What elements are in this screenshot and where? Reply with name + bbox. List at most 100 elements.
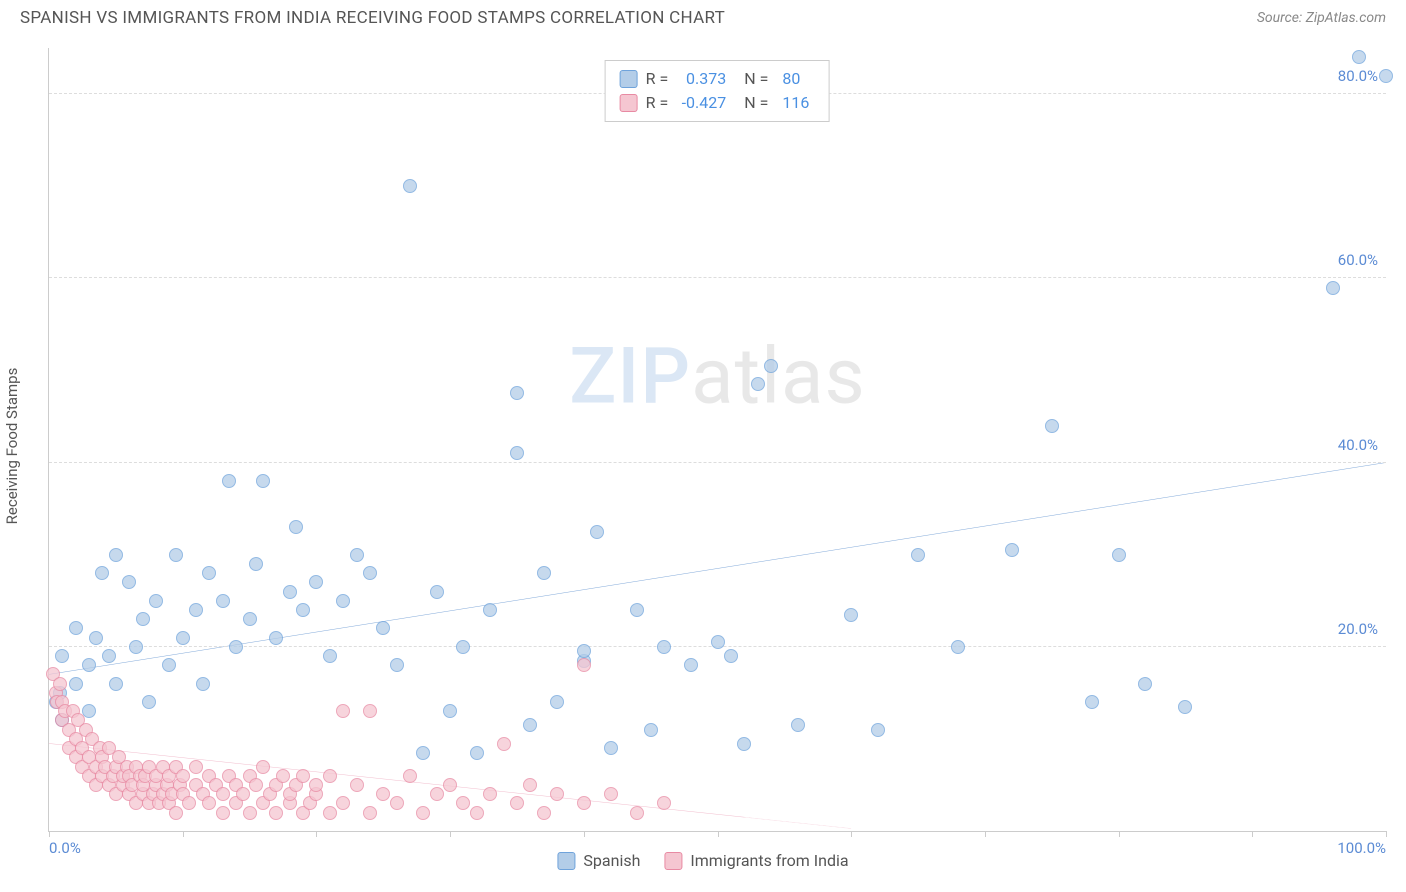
x-tick xyxy=(1119,831,1120,837)
y-axis-label: Receiving Food Stamps xyxy=(3,368,21,525)
data-point xyxy=(537,806,551,820)
legend-n-label: N = xyxy=(744,91,768,115)
data-point xyxy=(657,640,671,654)
plot-area: ZIPatlas 20.0%40.0%60.0%80.0%0.0%100.0% xyxy=(48,48,1386,832)
data-point xyxy=(523,778,537,792)
watermark: ZIPatlas xyxy=(569,331,866,422)
data-point xyxy=(430,585,444,599)
data-point xyxy=(590,525,604,539)
legend-swatch xyxy=(557,852,575,870)
data-point xyxy=(871,723,885,737)
legend-r-value: -0.427 xyxy=(676,91,726,115)
data-point xyxy=(69,677,83,691)
data-point xyxy=(249,778,263,792)
correlation-legend: R =0.373N =80R = -0.427 N = 116 xyxy=(605,60,830,122)
legend-swatch xyxy=(664,852,682,870)
data-point xyxy=(269,631,283,645)
data-point xyxy=(510,796,524,810)
data-point xyxy=(363,566,377,580)
data-point xyxy=(390,796,404,810)
data-point xyxy=(644,723,658,737)
data-point xyxy=(911,548,925,562)
data-point xyxy=(764,359,778,373)
data-point xyxy=(470,806,484,820)
data-point xyxy=(510,446,524,460)
data-point xyxy=(604,741,618,755)
series-legend-label: Immigrants from India xyxy=(690,851,848,870)
data-point xyxy=(276,769,290,783)
data-point xyxy=(283,585,297,599)
data-point xyxy=(376,787,390,801)
data-point xyxy=(222,474,236,488)
x-tick-label-end: 100.0% xyxy=(1337,839,1386,857)
data-point xyxy=(497,737,511,751)
legend-swatch xyxy=(620,70,638,88)
data-point xyxy=(53,677,67,691)
legend-r-label: R = xyxy=(646,91,669,115)
data-point xyxy=(176,631,190,645)
x-tick xyxy=(718,831,719,837)
data-point xyxy=(844,608,858,622)
data-point xyxy=(109,677,123,691)
data-point xyxy=(189,760,203,774)
data-point xyxy=(229,640,243,654)
data-point xyxy=(249,557,263,571)
x-tick xyxy=(49,831,50,837)
data-point xyxy=(243,806,257,820)
x-tick xyxy=(316,831,317,837)
x-tick xyxy=(1252,831,1253,837)
gridline xyxy=(49,277,1386,278)
y-tick-label: 40.0% xyxy=(1338,436,1378,454)
data-point xyxy=(1178,700,1192,714)
data-point xyxy=(256,474,270,488)
data-point xyxy=(350,778,364,792)
y-tick-label: 20.0% xyxy=(1338,620,1378,638)
data-point xyxy=(403,179,417,193)
data-point xyxy=(336,704,350,718)
data-point xyxy=(289,520,303,534)
watermark-zip: ZIP xyxy=(569,331,691,422)
data-point xyxy=(791,718,805,732)
data-point xyxy=(737,737,751,751)
data-point xyxy=(724,649,738,663)
data-point xyxy=(69,621,83,635)
data-point xyxy=(1138,677,1152,691)
legend-n-value: 116 xyxy=(782,91,814,115)
x-tick xyxy=(985,831,986,837)
y-tick-label: 80.0% xyxy=(1338,67,1378,85)
data-point xyxy=(162,658,176,672)
data-point xyxy=(202,796,216,810)
data-point xyxy=(129,640,143,654)
x-tick xyxy=(183,831,184,837)
data-point xyxy=(430,787,444,801)
x-tick xyxy=(450,831,451,837)
data-point xyxy=(243,612,257,626)
data-point xyxy=(309,575,323,589)
data-point xyxy=(323,769,337,783)
data-point xyxy=(95,566,109,580)
x-tick xyxy=(584,831,585,837)
legend-row: R =0.373N =80 xyxy=(620,67,815,91)
data-point xyxy=(296,603,310,617)
legend-r-label: R = xyxy=(646,67,669,91)
data-point xyxy=(216,787,230,801)
data-point xyxy=(350,548,364,562)
legend-n-value: 80 xyxy=(782,67,814,91)
data-point xyxy=(176,769,190,783)
x-tick xyxy=(851,831,852,837)
data-point xyxy=(89,631,103,645)
data-point xyxy=(577,644,591,658)
data-point xyxy=(1085,695,1099,709)
y-tick-label: 60.0% xyxy=(1338,251,1378,269)
data-point xyxy=(577,658,591,672)
data-point xyxy=(323,806,337,820)
data-point xyxy=(122,575,136,589)
data-point xyxy=(109,548,123,562)
watermark-atlas: atlas xyxy=(691,331,866,422)
data-point xyxy=(550,695,564,709)
data-point xyxy=(269,806,283,820)
data-point xyxy=(309,778,323,792)
data-point xyxy=(323,649,337,663)
gridline xyxy=(49,462,1386,463)
data-point xyxy=(523,718,537,732)
